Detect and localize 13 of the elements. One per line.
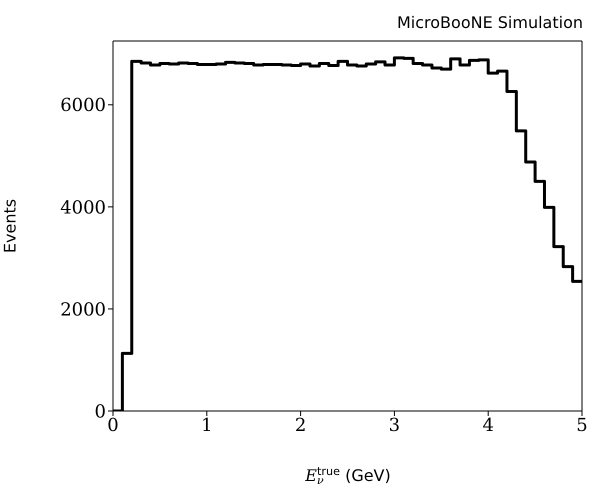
x-tick-label: 3 (388, 414, 400, 436)
y-axis-title: Events (0, 198, 20, 254)
y-tick-label: 4000 (60, 197, 106, 218)
y-tick-label: 0 (94, 401, 106, 422)
x-tick-label: 1 (201, 414, 213, 436)
x-tick-label: 4 (482, 414, 494, 436)
x-tick-label: 2 (294, 414, 306, 436)
x-axis-title: E$_{ν}$$^{true}$ (GeV) (304, 464, 391, 488)
x-tick-label: 5 (576, 414, 588, 436)
y-tick-label: 6000 (60, 95, 106, 116)
x-tick-label: 0 (107, 414, 119, 436)
chart-title: MicroBooNE Simulation (396, 13, 583, 32)
y-tick-label: 2000 (60, 299, 106, 320)
